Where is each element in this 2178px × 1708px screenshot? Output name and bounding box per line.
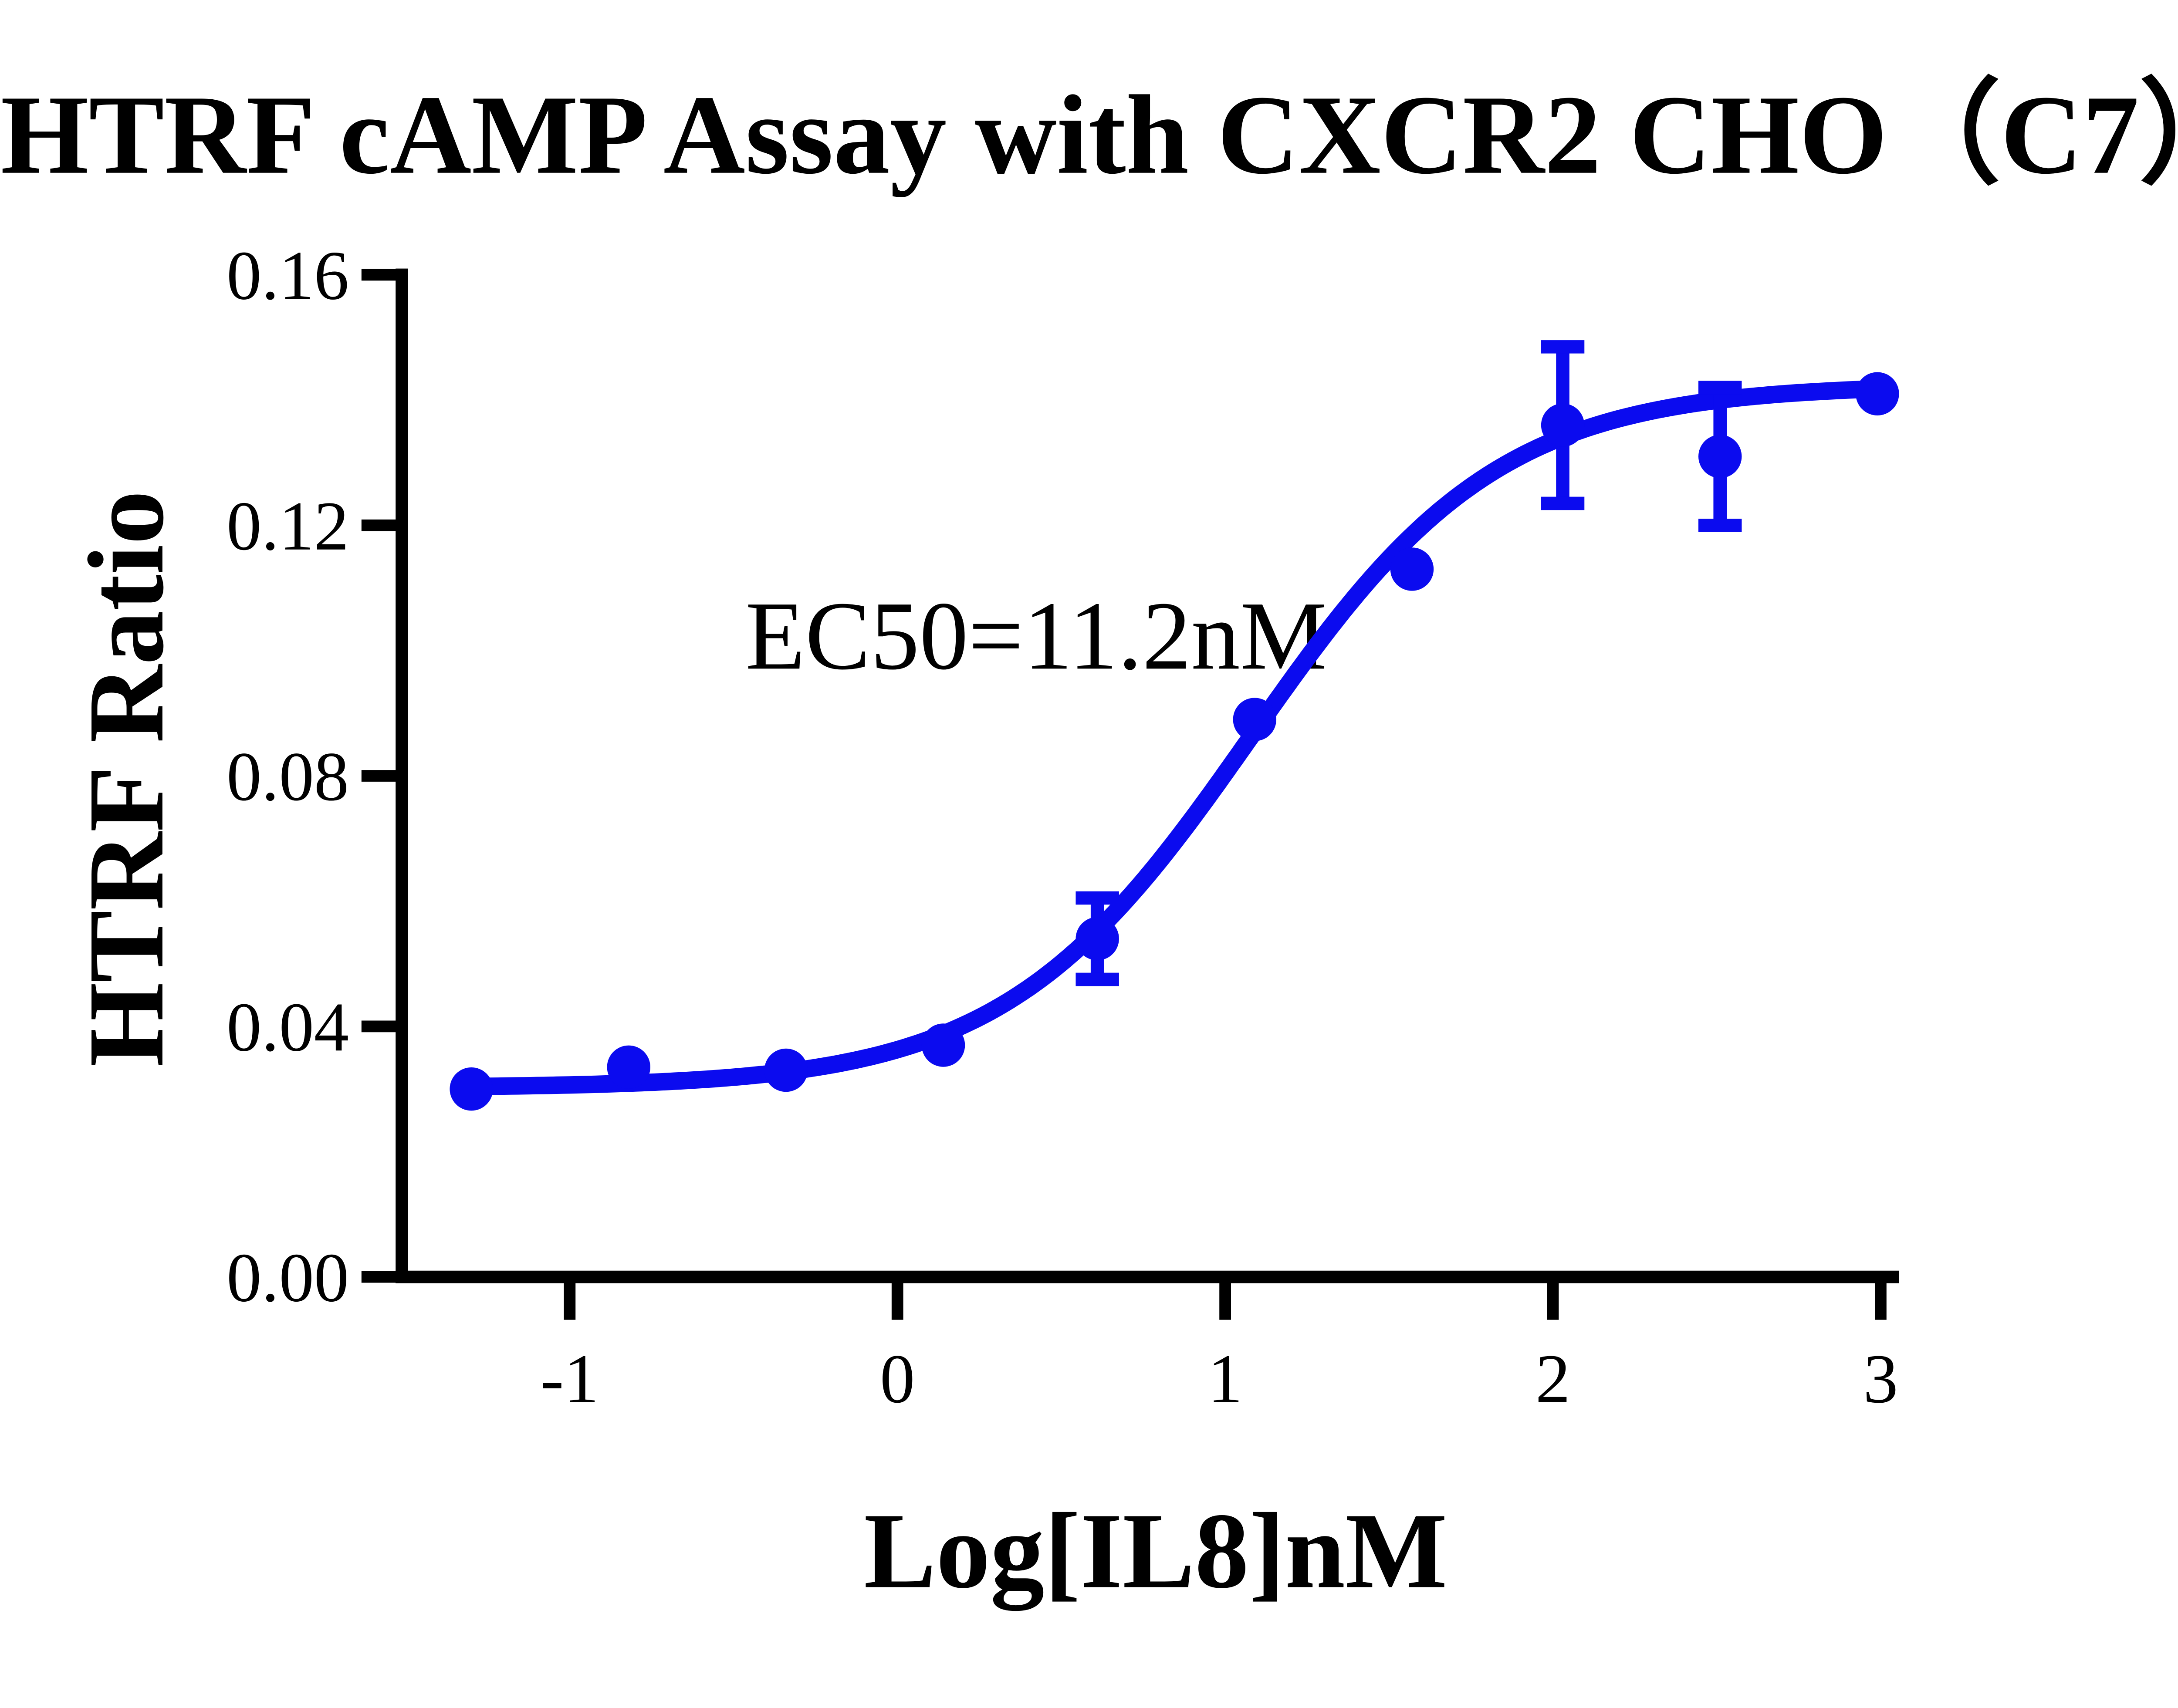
axes-layer: 0.00 0.04 0.08 0.12 0.16 -1 0 1 2 3	[227, 236, 1899, 1418]
y-axis-title: HTRF Ratio	[66, 490, 186, 1067]
fit-curve	[463, 380, 1886, 1095]
page: HTRF cAMP Assay with CXCR2 CHO（C7） Log[I…	[0, 72, 2178, 1611]
y-tick-label: 0.04	[227, 988, 349, 1066]
data-point	[1541, 403, 1585, 447]
series-layer	[450, 340, 1899, 1111]
data-point	[607, 1045, 650, 1089]
x-axis-title: Log[IL8]nM	[864, 1491, 1447, 1611]
data-point	[921, 1023, 965, 1067]
y-tick-label: 0.00	[227, 1239, 349, 1316]
data-point	[1390, 547, 1434, 591]
y-tick-label: 0.12	[227, 487, 349, 565]
x-tick-label: 1	[1207, 1340, 1242, 1418]
x-tick-label: 2	[1535, 1340, 1570, 1418]
y-tick-label: 0.16	[227, 236, 349, 314]
data-point	[1075, 917, 1119, 961]
x-tick-label: -1	[541, 1340, 599, 1418]
data-point	[450, 1067, 493, 1111]
data-point	[1233, 698, 1277, 741]
ec50-annotation: EC50=11.2nM	[745, 581, 1327, 690]
chart-title: HTRF cAMP Assay with CXCR2 CHO（C7）	[0, 72, 2178, 198]
y-tick-label: 0.08	[227, 738, 349, 815]
data-point	[1856, 372, 1899, 415]
x-tick-label: 0	[880, 1340, 915, 1418]
data-point	[764, 1048, 808, 1092]
data-point	[1698, 435, 1742, 478]
dose-response-chart: HTRF cAMP Assay with CXCR2 CHO（C7） Log[I…	[0, 72, 2178, 1611]
x-tick-label: 3	[1863, 1340, 1898, 1418]
